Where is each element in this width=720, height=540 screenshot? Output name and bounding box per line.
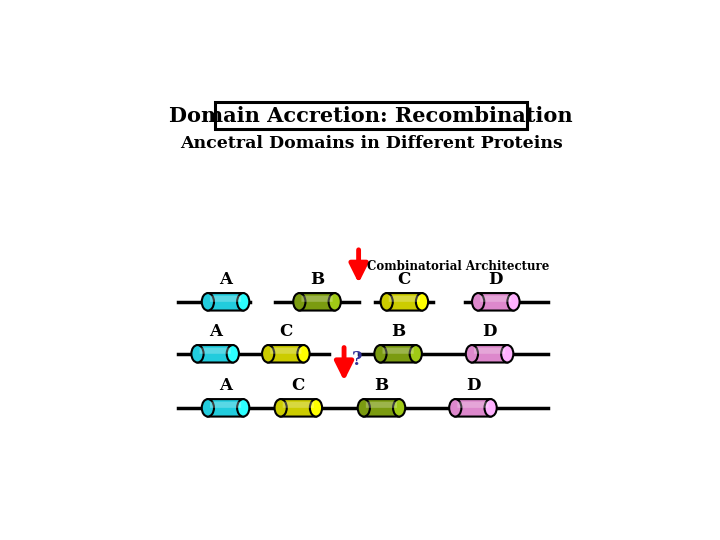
FancyBboxPatch shape <box>387 293 422 310</box>
Text: C: C <box>292 377 305 394</box>
FancyBboxPatch shape <box>455 399 490 416</box>
FancyBboxPatch shape <box>366 402 397 408</box>
Text: Combinatorial Architecture: Combinatorial Architecture <box>367 260 549 273</box>
FancyBboxPatch shape <box>474 348 505 354</box>
Text: A: A <box>209 323 222 340</box>
FancyBboxPatch shape <box>281 399 316 416</box>
Ellipse shape <box>310 399 322 416</box>
FancyBboxPatch shape <box>197 345 233 362</box>
FancyBboxPatch shape <box>300 293 335 310</box>
Ellipse shape <box>328 293 341 310</box>
Ellipse shape <box>202 293 214 310</box>
Text: Ancetral Domains in Different Proteins: Ancetral Domains in Different Proteins <box>180 136 562 152</box>
Text: A: A <box>219 271 232 288</box>
FancyBboxPatch shape <box>380 345 415 362</box>
Ellipse shape <box>192 345 204 362</box>
Ellipse shape <box>358 399 370 416</box>
FancyBboxPatch shape <box>364 399 399 416</box>
Ellipse shape <box>466 345 478 362</box>
Text: B: B <box>391 323 405 340</box>
Ellipse shape <box>237 293 249 310</box>
FancyBboxPatch shape <box>270 348 302 354</box>
Text: C: C <box>279 323 292 340</box>
Ellipse shape <box>374 345 387 362</box>
FancyBboxPatch shape <box>210 402 241 408</box>
FancyBboxPatch shape <box>199 348 230 354</box>
Ellipse shape <box>508 293 520 310</box>
Text: C: C <box>397 271 411 288</box>
Text: B: B <box>374 377 389 394</box>
Text: D: D <box>482 323 497 340</box>
Ellipse shape <box>293 293 305 310</box>
FancyBboxPatch shape <box>472 345 508 362</box>
FancyBboxPatch shape <box>208 293 243 310</box>
Text: ?: ? <box>351 351 362 369</box>
FancyBboxPatch shape <box>210 296 241 302</box>
Ellipse shape <box>202 399 214 416</box>
Ellipse shape <box>449 399 462 416</box>
Ellipse shape <box>410 345 422 362</box>
Text: B: B <box>310 271 324 288</box>
Text: D: D <box>466 377 480 394</box>
FancyBboxPatch shape <box>302 296 333 302</box>
Ellipse shape <box>393 399 405 416</box>
Ellipse shape <box>416 293 428 310</box>
FancyBboxPatch shape <box>268 345 304 362</box>
Ellipse shape <box>237 399 249 416</box>
FancyBboxPatch shape <box>283 402 314 408</box>
FancyBboxPatch shape <box>389 296 420 302</box>
FancyBboxPatch shape <box>382 348 414 354</box>
Ellipse shape <box>485 399 497 416</box>
FancyBboxPatch shape <box>480 296 511 302</box>
Ellipse shape <box>297 345 310 362</box>
FancyBboxPatch shape <box>457 402 489 408</box>
FancyBboxPatch shape <box>208 399 243 416</box>
Text: Domain Accretion: Recombination: Domain Accretion: Recombination <box>169 105 573 125</box>
FancyBboxPatch shape <box>215 102 527 129</box>
Text: D: D <box>489 271 503 288</box>
Ellipse shape <box>262 345 274 362</box>
Ellipse shape <box>501 345 513 362</box>
Ellipse shape <box>381 293 393 310</box>
FancyBboxPatch shape <box>478 293 513 310</box>
Text: A: A <box>219 377 232 394</box>
Ellipse shape <box>227 345 239 362</box>
Ellipse shape <box>472 293 485 310</box>
Ellipse shape <box>274 399 287 416</box>
